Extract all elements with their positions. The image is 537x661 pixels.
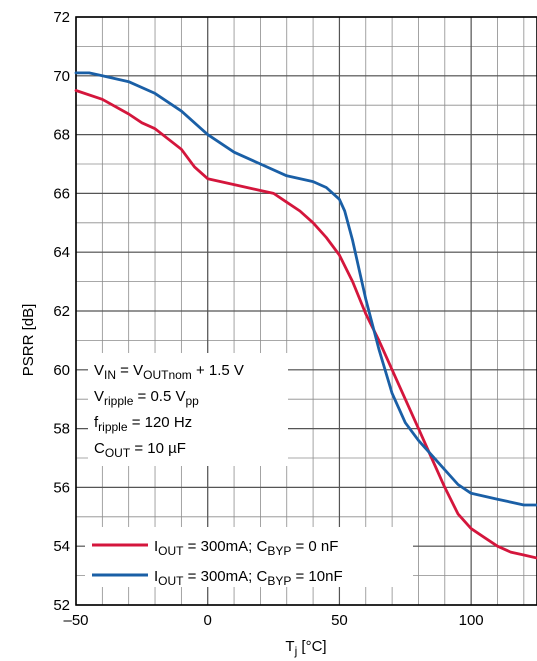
condition-line: fripple = 120 Hz	[94, 414, 192, 434]
x-axis-ticks: –50 0 50 100	[63, 612, 483, 629]
y-tick-label: 56	[53, 479, 70, 496]
series-lines	[74, 71, 537, 560]
y-tick-label: 64	[53, 244, 70, 261]
y-tick-label: 72	[53, 9, 70, 26]
plot-border	[75, 16, 537, 606]
y-tick-label: 70	[53, 68, 70, 85]
condition-line: VIN = VOUTnom + 1.5 V	[94, 362, 244, 382]
y-axis-title: PSRR [dB]	[20, 304, 37, 377]
series-line-1	[74, 89, 537, 560]
legend-background	[85, 527, 413, 587]
y-tick-label: 66	[53, 185, 70, 202]
x-axis-title: Tj [°C]	[285, 638, 326, 658]
y-tick-label: 58	[53, 421, 70, 438]
y-tick-label: 60	[53, 362, 70, 379]
legend: IOUT = 300mA; CBYP = 0 nF IOUT = 300mA; C…	[85, 527, 413, 588]
condition-line: COUT = 10 µF	[94, 440, 186, 460]
y-axis-ticks: 52 54 56 58 60 62 64 66 68 70 72	[53, 9, 70, 614]
y-tick-label: 68	[53, 127, 70, 144]
x-tick-label: 0	[204, 612, 212, 629]
x-tick-label: 100	[459, 612, 484, 629]
legend-label-2: IOUT = 300mA; CBYP = 10nF	[154, 568, 343, 588]
plot-frame	[75, 16, 537, 606]
y-tick-label: 52	[53, 597, 70, 614]
series-line-2	[74, 71, 537, 507]
x-tick-label: 50	[331, 612, 348, 629]
x-tick-label: –50	[63, 612, 88, 629]
y-tick-label: 54	[53, 538, 70, 555]
condition-line: Vripple = 0.5 Vpp	[94, 388, 199, 408]
legend-label-1: IOUT = 300mA; CBYP = 0 nF	[154, 538, 338, 558]
y-tick-label: 62	[53, 303, 70, 320]
conditions-background	[88, 353, 288, 466]
conditions-annotation: VIN = VOUTnom + 1.5 V Vripple = 0.5 Vpp fr…	[88, 353, 288, 466]
